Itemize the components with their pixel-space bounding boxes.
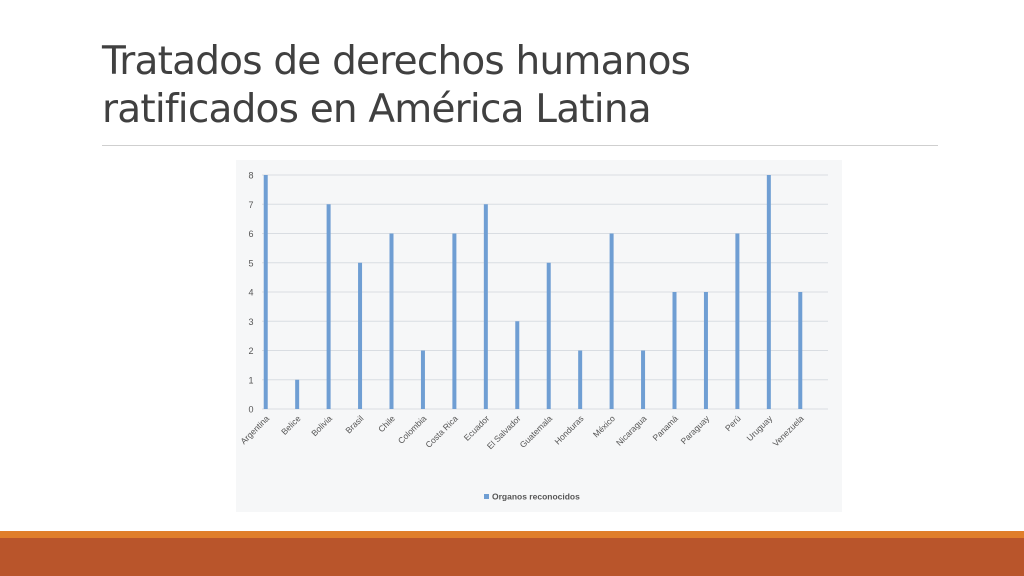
x-tick-label-15: Perú [723,413,743,433]
x-tick-label-0: Argentina [238,413,271,446]
x-tick-label-10: Honduras [552,413,585,446]
bar-9 [546,262,551,409]
x-tick-label-7: Ecuador [462,413,492,443]
x-tick-label-17: Venezuela [771,413,806,448]
bar-chart: 0 1 2 3 4 5 6 7 8 Argentina Belice Bolivia Brasil Chi… [236,160,842,512]
x-tick-label-14: Paraguay [679,413,712,446]
slide-title-line-2: ratificados en América Latina [102,87,652,132]
x-tick-label-12: Nicaragua [614,413,649,448]
bar-11 [609,233,614,409]
x-tick-label-1: Belice [279,413,303,437]
y-tick-label-0: 0 [248,405,253,415]
legend-label: Organos reconocidos [492,492,580,502]
bar-15 [735,233,740,409]
x-tick-label-13: Panamá [650,413,680,443]
y-tick-label-4: 4 [248,288,253,298]
bar-12 [641,350,646,409]
bar-4 [389,233,394,409]
y-tick-label-1: 1 [248,375,253,385]
bar-5 [420,350,425,409]
bar-7 [483,204,488,409]
bar-2 [326,204,331,409]
bar-8 [515,321,520,409]
y-tick-label-8: 8 [248,171,253,181]
y-tick-label-6: 6 [248,229,253,239]
bar-16 [766,175,771,409]
x-tick-label-5: Colombia [396,413,429,446]
x-tick-label-4: Chile [376,413,397,434]
title-divider [102,145,938,146]
bar-10 [578,350,583,409]
slide-title: Tratados de derechos humanos ratificados… [102,38,942,134]
bar-0 [263,175,268,409]
y-tick-label-7: 7 [248,200,253,210]
x-tick-label-16: Uruguay [744,413,774,443]
bar-6 [452,233,457,409]
footer-accent-stripe [0,531,1024,538]
y-tick-label-2: 2 [248,346,253,356]
x-tick-label-3: Brasil [343,413,365,435]
bar-3 [358,262,363,409]
legend-swatch [484,494,489,499]
footer-band [0,538,1024,576]
x-tick-label-9: Guatemala [518,413,555,450]
bar-14 [703,292,708,409]
slide-title-line-1: Tratados de derechos humanos [102,39,691,84]
y-tick-label-5: 5 [248,258,253,268]
x-tick-label-11: México [591,413,617,439]
bar-1 [295,379,300,409]
y-tick-label-3: 3 [248,317,253,327]
x-tick-label-6: Costa Rica [423,413,460,450]
bar-13 [672,292,677,409]
x-tick-label-2: Bolivia [309,413,334,438]
x-tick-label-8: El Salvador [485,413,523,451]
bar-chart-canvas: 0 1 2 3 4 5 6 7 8 Argentina Belice Bolivia Brasil Chi… [238,171,828,502]
bar-17 [798,292,803,409]
chart-legend: Organos reconocidos [484,492,580,502]
